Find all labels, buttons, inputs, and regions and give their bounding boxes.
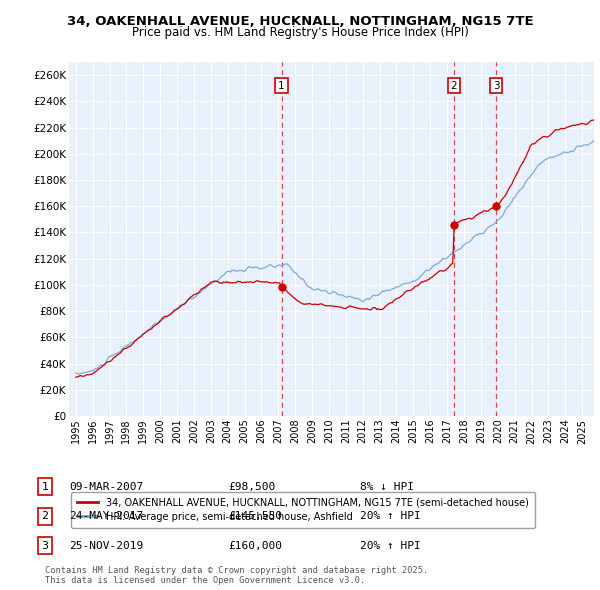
Text: 09-MAR-2007: 09-MAR-2007: [69, 482, 143, 491]
Text: 3: 3: [493, 81, 499, 90]
Text: 20% ↑ HPI: 20% ↑ HPI: [360, 512, 421, 521]
Text: 34, OAKENHALL AVENUE, HUCKNALL, NOTTINGHAM, NG15 7TE: 34, OAKENHALL AVENUE, HUCKNALL, NOTTINGH…: [67, 15, 533, 28]
Text: 24-MAY-2017: 24-MAY-2017: [69, 512, 143, 521]
Legend: 34, OAKENHALL AVENUE, HUCKNALL, NOTTINGHAM, NG15 7TE (semi-detached house), HPI:: 34, OAKENHALL AVENUE, HUCKNALL, NOTTINGH…: [71, 491, 535, 528]
Text: 25-NOV-2019: 25-NOV-2019: [69, 541, 143, 550]
Text: 3: 3: [41, 541, 49, 550]
Text: Price paid vs. HM Land Registry's House Price Index (HPI): Price paid vs. HM Land Registry's House …: [131, 26, 469, 39]
Text: £160,000: £160,000: [228, 541, 282, 550]
Text: £98,500: £98,500: [228, 482, 275, 491]
Text: 8% ↓ HPI: 8% ↓ HPI: [360, 482, 414, 491]
Text: 2: 2: [41, 512, 49, 521]
Text: 1: 1: [41, 482, 49, 491]
Text: 2: 2: [451, 81, 457, 90]
Text: 20% ↑ HPI: 20% ↑ HPI: [360, 541, 421, 550]
Text: £145,550: £145,550: [228, 512, 282, 521]
Text: 1: 1: [278, 81, 285, 90]
Text: Contains HM Land Registry data © Crown copyright and database right 2025.
This d: Contains HM Land Registry data © Crown c…: [45, 566, 428, 585]
